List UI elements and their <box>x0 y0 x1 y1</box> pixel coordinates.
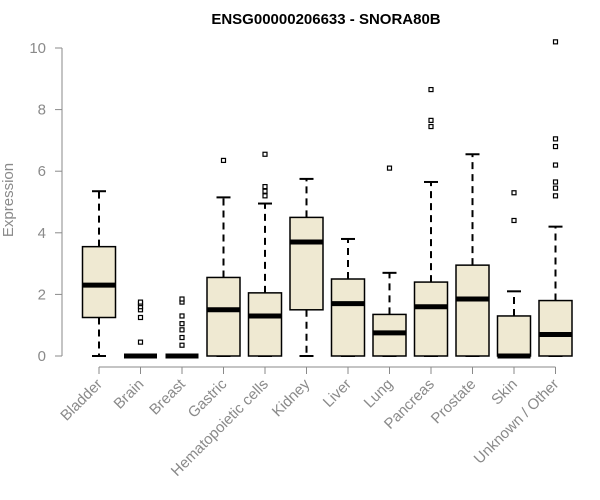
outlier-point <box>552 136 559 142</box>
x-tick-label: Skin <box>488 376 521 409</box>
box-group <box>455 153 490 357</box>
outlier-point <box>262 151 268 157</box>
x-tick-label: Kidney <box>269 375 314 420</box>
box-group <box>247 151 283 357</box>
outlier-point <box>552 193 559 199</box>
x-tick-label: Prostate <box>428 376 480 428</box>
outlier-point <box>179 327 185 333</box>
y-tick-label: 8 <box>38 102 46 119</box>
outlier-point <box>179 313 185 319</box>
y-tick-label: 0 <box>38 348 46 365</box>
outlier-point <box>262 193 268 199</box>
iqr-box <box>289 216 324 311</box>
x-tick-label: Bladder <box>57 376 106 425</box>
y-axis: 0 2 4 6 8 10 <box>29 40 63 365</box>
y-tick-label: 6 <box>38 163 46 180</box>
box-group <box>538 39 573 357</box>
outlier-point <box>137 314 144 321</box>
outlier-point <box>552 39 559 45</box>
outlier-point <box>262 188 268 194</box>
outlier-point <box>511 217 517 224</box>
outlier-point <box>511 190 517 196</box>
box-group <box>496 190 532 359</box>
box-group <box>124 299 157 359</box>
outlier-point <box>552 185 559 191</box>
box-group <box>413 86 449 357</box>
y-tick-label: 10 <box>29 40 46 57</box>
outlier-point <box>179 321 185 327</box>
outlier-point <box>386 165 393 171</box>
x-tick-label: Liver <box>320 376 355 411</box>
outlier-point <box>179 334 185 341</box>
x-tick-label: Brain <box>111 376 148 413</box>
outlier-point <box>428 117 434 123</box>
box-group <box>81 190 117 357</box>
box-group <box>206 157 241 357</box>
box-group <box>372 165 407 357</box>
iqr-box <box>413 281 449 357</box>
iqr-box <box>455 264 490 357</box>
outlier-point <box>137 339 144 345</box>
x-tick-label: Breast <box>146 375 189 418</box>
box-group <box>289 177 324 357</box>
iqr-box <box>330 278 366 357</box>
iqr-box <box>247 292 283 357</box>
outlier-point <box>552 143 559 150</box>
iqr-box <box>81 245 117 319</box>
boxes-layer <box>81 39 573 359</box>
y-axis-label: Expression <box>0 163 17 237</box>
outlier-point <box>137 299 144 305</box>
outlier-point <box>552 162 559 168</box>
outlier-point <box>220 157 227 164</box>
box-group <box>165 296 199 359</box>
chart-title: ENSG00000206633 - SNORA80B <box>211 11 440 28</box>
x-tick-label: Lung <box>361 376 397 412</box>
y-tick-label: 2 <box>38 286 46 303</box>
outlier-point <box>552 179 559 185</box>
box-group <box>330 237 366 357</box>
outlier-point <box>428 86 434 93</box>
outlier-point <box>179 342 185 348</box>
iqr-box <box>206 276 241 357</box>
iqr-box <box>496 315 532 357</box>
outlier-point <box>428 123 434 130</box>
outlier-point <box>179 296 185 302</box>
outlier-point <box>262 184 268 190</box>
iqr-box <box>538 299 573 357</box>
y-tick-label: 4 <box>38 225 46 242</box>
